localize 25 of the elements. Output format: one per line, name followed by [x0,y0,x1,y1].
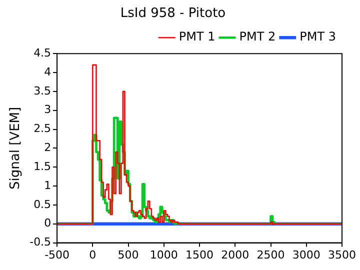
legend-label: PMT 3 [300,30,336,44]
x-tick-label: 1500 [186,248,214,262]
y-tick-label: -0.5 [30,236,52,249]
y-tick-label: 2.5 [34,122,52,136]
x-tick-label: -500 [44,248,70,262]
x-tick-label: 3500 [328,248,356,262]
legend-label: PMT 1 [178,30,216,44]
x-tick-label: 2000 [221,248,250,262]
y-tick-label: 0 [44,216,52,230]
x-tick-label: 500 [118,248,139,262]
y-tick-label: 3.5 [34,84,52,98]
legend-label: PMT 2 [239,30,276,44]
chart-title: LsId 958 - Pitoto [120,6,226,22]
y-tick-label: 0.5 [34,198,52,211]
x-tick-label: 3000 [292,248,320,262]
x-tick-label: 1000 [150,248,178,262]
y-tick-label: 3 [44,103,52,116]
y-tick-label: 4.5 [34,46,52,60]
y-axis-title: Signal [VEM] [8,106,24,190]
y-tick-label: 4 [44,65,52,78]
x-tick-label: 2500 [256,248,285,262]
y-tick-label: 2 [44,141,52,154]
y-tick-label: 1.5 [34,160,52,173]
y-tick-label: 1 [44,178,52,192]
x-tick-label: 0 [89,248,96,262]
